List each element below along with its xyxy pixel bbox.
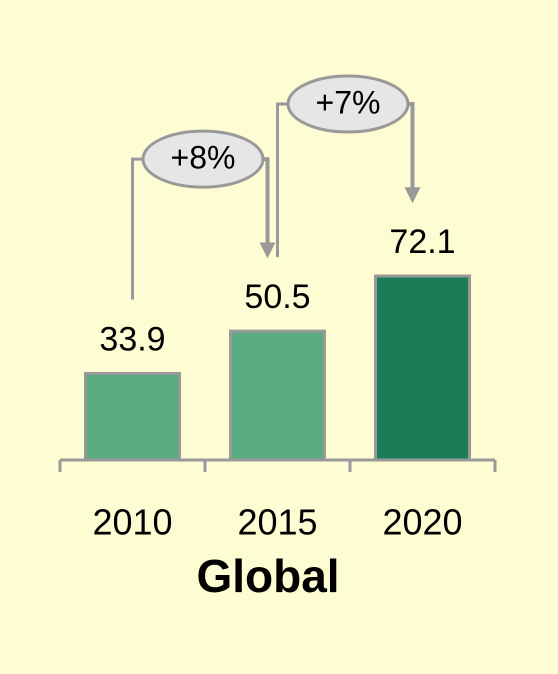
annotation-bubble bbox=[141, 129, 265, 189]
value-label: 33.9 bbox=[99, 320, 165, 358]
value-label: 72.1 bbox=[389, 223, 455, 261]
x-tick-label: 2015 bbox=[237, 502, 317, 543]
annotation-connector bbox=[131, 157, 143, 300]
bar bbox=[374, 274, 471, 462]
x-tick-label: 2010 bbox=[92, 502, 172, 543]
x-tick-label: 2020 bbox=[382, 502, 462, 543]
annotation-connector bbox=[276, 102, 288, 258]
annotation-label: +7% bbox=[316, 84, 381, 120]
annotation-label: +8% bbox=[171, 140, 236, 176]
chart-title: Global bbox=[196, 550, 339, 602]
bar bbox=[229, 329, 326, 462]
value-label: 50.5 bbox=[244, 278, 310, 316]
annotation-bubble bbox=[286, 74, 410, 134]
bar bbox=[84, 371, 181, 462]
